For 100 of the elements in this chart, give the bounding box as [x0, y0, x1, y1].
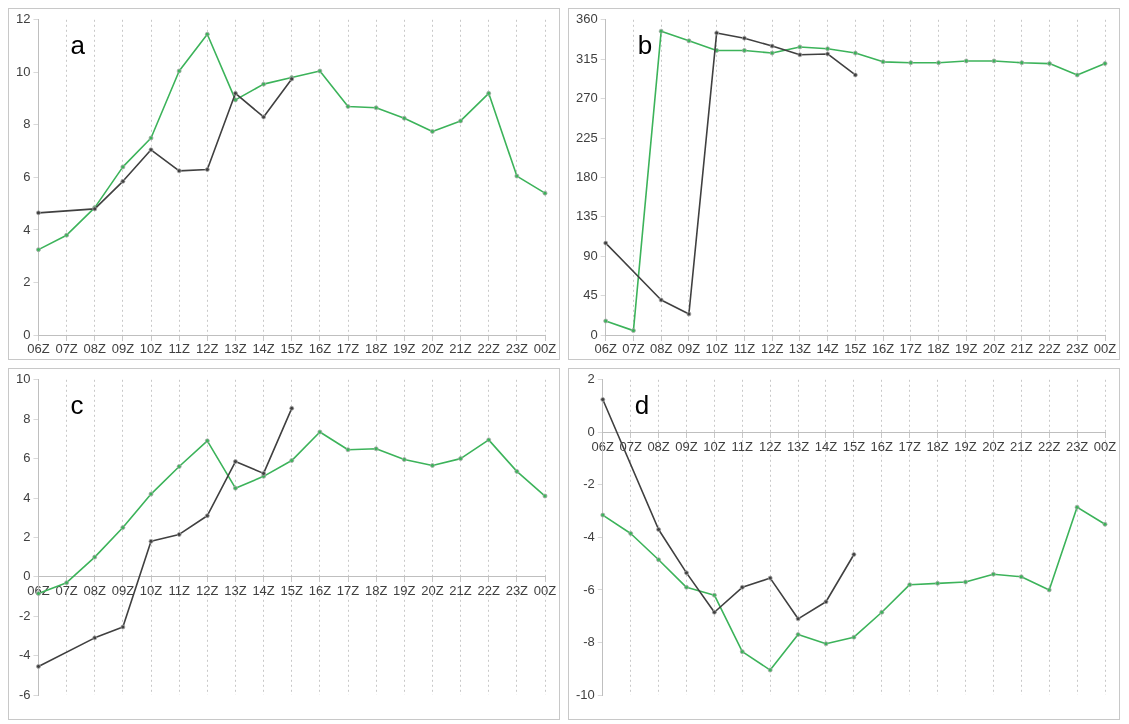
- x-tick-label: 09Z: [677, 341, 701, 357]
- x-tick-label: 00Z: [533, 583, 557, 599]
- x-tick-label: 16Z: [871, 341, 895, 357]
- x-tick-label: 06Z: [27, 341, 50, 357]
- y-tick-label: -2: [583, 476, 595, 492]
- y-tick-label: 2: [23, 528, 31, 544]
- x-tick-label: 12Z: [760, 341, 784, 357]
- y-tick-label: 4: [23, 489, 31, 505]
- y-tick-label: 270: [575, 90, 598, 106]
- x-tick-label: 10Z: [705, 341, 728, 357]
- x-tick-label: 15Z: [280, 341, 303, 357]
- x-tick-label: 13Z: [224, 583, 247, 599]
- x-tick-label: 00Z: [533, 341, 557, 357]
- x-tick-label: 00Z: [1093, 438, 1117, 454]
- x-tick-label: 06Z: [591, 438, 615, 454]
- y-tick-label: 45: [583, 287, 598, 303]
- y-tick-label: 225: [575, 129, 598, 145]
- x-tick-label: 23Z: [1066, 341, 1089, 357]
- x-tick-label: 16Z: [870, 438, 894, 454]
- y-tick-label: 0: [590, 326, 598, 342]
- x-tick-label: 13Z: [786, 438, 810, 454]
- y-tick-label: 0: [587, 423, 595, 439]
- x-tick-label: 07Z: [55, 341, 78, 357]
- x-tick-label: 22Z: [1038, 438, 1061, 454]
- x-tick-label: 14Z: [816, 341, 839, 357]
- x-tick-label: 11Z: [733, 341, 756, 357]
- y-tick-label: -10: [575, 686, 595, 702]
- x-tick-label: 21Z: [449, 341, 472, 357]
- y-tick-label: 4: [23, 221, 31, 237]
- y-tick-label: 2: [587, 371, 595, 387]
- x-tick-label: 08Z: [647, 438, 670, 454]
- x-tick-label: 23Z: [505, 341, 529, 357]
- x-tick-label: 12Z: [196, 341, 219, 357]
- y-tick-label: 90: [583, 247, 598, 263]
- x-tick-label: 08Z: [649, 341, 673, 357]
- x-tick-label: 17Z: [336, 583, 360, 599]
- x-tick-label: 10Z: [703, 438, 726, 454]
- x-tick-label: 20Z: [982, 438, 1005, 454]
- x-tick-label: 22Z: [477, 583, 500, 599]
- x-tick-label: 11Z: [731, 438, 754, 454]
- x-tick-label: 08Z: [83, 341, 106, 357]
- x-tick-label: 19Z: [954, 438, 977, 454]
- x-tick-label: 12Z: [758, 438, 782, 454]
- y-tick-label: -2: [18, 607, 31, 623]
- annotation: b: [637, 29, 653, 60]
- x-tick-label: 17Z: [898, 438, 921, 454]
- y-tick-label: 0: [23, 568, 31, 584]
- x-tick-label: 22Z: [1038, 341, 1061, 357]
- x-tick-label: 14Z: [252, 583, 275, 599]
- x-tick-label: 07Z: [55, 583, 78, 599]
- x-tick-label: 18Z: [364, 583, 388, 599]
- y-tick-label: -4: [583, 528, 595, 544]
- y-tick-label: 8: [23, 410, 31, 426]
- x-tick-label: 18Z: [364, 341, 388, 357]
- x-tick-label: 14Z: [814, 438, 838, 454]
- x-tick-label: 15Z: [844, 341, 867, 357]
- x-tick-label: 23Z: [505, 583, 529, 599]
- y-tick-label: 6: [23, 168, 31, 184]
- x-tick-label: 15Z: [280, 583, 303, 599]
- x-tick-label: 21Z: [449, 583, 472, 599]
- x-tick-label: 17Z: [336, 341, 360, 357]
- y-tick-label: -4: [18, 647, 31, 663]
- x-tick-label: 08Z: [83, 583, 106, 599]
- x-tick-label: 07Z: [622, 341, 645, 357]
- y-tick-label: 0: [23, 326, 31, 342]
- x-tick-label: 16Z: [308, 583, 332, 599]
- y-tick-label: -6: [18, 686, 31, 702]
- x-tick-label: 12Z: [196, 583, 219, 599]
- x-tick-label: 06Z: [594, 341, 617, 357]
- x-tick-label: 21Z: [1010, 438, 1033, 454]
- x-tick-label: 23Z: [1065, 438, 1089, 454]
- y-tick-label: 6: [23, 450, 31, 466]
- x-tick-label: 18Z: [926, 438, 949, 454]
- x-tick-label: 19Z: [955, 341, 978, 357]
- x-tick-label: 11Z: [168, 583, 190, 599]
- x-tick-label: 20Z: [421, 341, 444, 357]
- x-tick-label: 09Z: [111, 341, 135, 357]
- y-tick-label: 135: [575, 208, 598, 224]
- y-tick-label: 8: [23, 116, 31, 132]
- x-tick-label: 09Z: [111, 583, 135, 599]
- y-tick-label: 315: [575, 50, 598, 66]
- x-tick-label: 09Z: [675, 438, 698, 454]
- x-tick-label: 13Z: [788, 341, 812, 357]
- x-tick-label: 00Z: [1093, 341, 1117, 357]
- x-tick-label: 19Z: [393, 341, 416, 357]
- x-tick-label: 22Z: [477, 341, 500, 357]
- annotation: a: [70, 29, 86, 60]
- y-tick-label: 10: [15, 371, 31, 387]
- x-tick-label: 21Z: [1010, 341, 1034, 357]
- y-tick-label: 360: [575, 11, 598, 27]
- x-tick-label: 13Z: [224, 341, 247, 357]
- annotation: c: [70, 389, 84, 420]
- y-tick-label: -6: [583, 581, 595, 597]
- x-tick-label: 17Z: [899, 341, 923, 357]
- x-tick-label: 10Z: [139, 583, 163, 599]
- y-tick-label: -8: [583, 634, 595, 650]
- y-tick-label: 2: [23, 274, 31, 290]
- x-tick-label: 11Z: [168, 341, 190, 357]
- x-tick-label: 18Z: [927, 341, 950, 357]
- x-tick-label: 10Z: [139, 341, 163, 357]
